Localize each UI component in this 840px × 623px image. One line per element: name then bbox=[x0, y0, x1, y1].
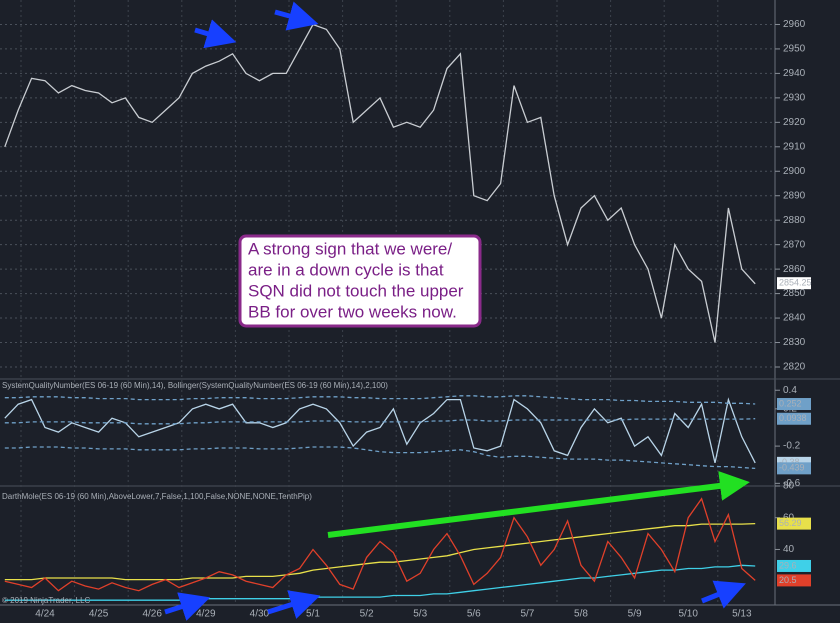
y-tick-label: 2860 bbox=[783, 264, 806, 275]
value-box: 0.0938 bbox=[777, 412, 811, 425]
value-box: 0.252 bbox=[777, 398, 811, 411]
value-box: 29.6 bbox=[777, 559, 811, 572]
annotation-line: are in a down cycle is that bbox=[248, 260, 444, 279]
x-tick-label: 4/29 bbox=[196, 609, 216, 620]
annotation-line: SQN did not touch the upper bbox=[248, 281, 464, 300]
trend-arrow bbox=[327, 470, 750, 538]
series-line bbox=[4, 564, 756, 601]
x-tick-label: 4/26 bbox=[142, 609, 162, 620]
panel-title: SystemQualityNumber(ES 06-19 (60 Min),14… bbox=[2, 381, 388, 390]
y-tick-label: 40 bbox=[783, 544, 795, 555]
value-box: 2854.25 bbox=[777, 277, 812, 290]
value-box: 20.5 bbox=[777, 574, 811, 587]
value-box-bg bbox=[777, 517, 811, 530]
annotation-frame bbox=[238, 234, 482, 328]
series-line bbox=[4, 418, 756, 425]
y-tick-label: 2870 bbox=[783, 239, 806, 250]
x-tick-label: 4/24 bbox=[35, 609, 55, 620]
arrows bbox=[164, 1, 746, 621]
y-tick-label: 2950 bbox=[783, 44, 806, 55]
y-tick-label: 2900 bbox=[783, 166, 806, 177]
annotation-box: A strong sign that we were/ are in a dow… bbox=[238, 234, 482, 328]
series-line bbox=[4, 397, 756, 464]
annotation-line: A strong sign that we were/ bbox=[248, 239, 452, 258]
arrow bbox=[267, 590, 321, 619]
panel-title: DarthMole(ES 06-19 (60 Min),AboveLower,7… bbox=[2, 492, 312, 501]
copyright: © 2019 NinjaTrader, LLC bbox=[2, 596, 91, 605]
y-tick-label: 2850 bbox=[783, 288, 806, 299]
y-tick-label: 2840 bbox=[783, 313, 806, 324]
y-tick-label: 2820 bbox=[783, 362, 806, 373]
y-tick-label: 2890 bbox=[783, 190, 806, 201]
value-box-bg bbox=[777, 412, 811, 425]
y-tick-label: -0.2 bbox=[783, 441, 801, 452]
value-box: 56.29 bbox=[777, 517, 811, 530]
arrow bbox=[274, 1, 319, 31]
value-box-label: 0.0938 bbox=[779, 413, 807, 423]
y-tick-label: 2920 bbox=[783, 117, 806, 128]
value-box-label: -0.38 bbox=[779, 457, 800, 467]
plots: 2820 2830 2840 2850 2860 2870 2880 2890 2900 2910… bbox=[0, 0, 812, 620]
value-box-bg bbox=[777, 574, 811, 587]
x-tick-label: 5/6 bbox=[467, 609, 481, 620]
y-tick-label: 80 bbox=[783, 481, 795, 492]
series-line bbox=[4, 395, 756, 405]
arrow bbox=[164, 592, 211, 621]
y-tick-label: 2910 bbox=[783, 141, 806, 152]
y-tick-label: 2930 bbox=[783, 93, 806, 104]
y-tick-label: 2960 bbox=[783, 19, 806, 30]
x-tick-label: 5/13 bbox=[732, 609, 752, 620]
value-box-bg bbox=[777, 277, 811, 290]
arrow bbox=[194, 19, 237, 49]
y-tick-label: -0.6 bbox=[783, 478, 801, 489]
value-box-bg bbox=[777, 462, 811, 475]
value-box-label: 20.5 bbox=[779, 575, 797, 585]
value-box-bg bbox=[777, 398, 811, 411]
x-tick-label: 5/7 bbox=[520, 609, 534, 620]
series-line bbox=[4, 522, 756, 581]
x-tick-label: 5/2 bbox=[360, 609, 374, 620]
y-tick-label: 0.4 bbox=[783, 385, 797, 396]
arrow bbox=[701, 580, 746, 609]
series-line bbox=[4, 23, 756, 343]
x-tick-label: 4/25 bbox=[89, 609, 109, 620]
x-tick-label: 5/3 bbox=[413, 609, 427, 620]
y-tick-label: 2830 bbox=[783, 337, 806, 348]
annotation-line: BB for over two weeks now. bbox=[248, 302, 457, 321]
value-box-bg bbox=[777, 559, 811, 572]
x-tick-label: 5/8 bbox=[574, 609, 588, 620]
x-tick-label: 5/1 bbox=[306, 609, 320, 620]
value-box-label: 2854.25 bbox=[779, 278, 812, 288]
x-tick-label: 5/10 bbox=[678, 609, 698, 620]
value-box: -0.439 bbox=[777, 462, 811, 475]
y-tick-label: 2940 bbox=[783, 68, 806, 79]
value-box-label: 29.6 bbox=[779, 560, 797, 570]
value-box-label: 56.29 bbox=[779, 518, 802, 528]
x-tick-label: 5/9 bbox=[628, 609, 642, 620]
x-tick-label: 4/30 bbox=[250, 609, 270, 620]
series-line bbox=[4, 497, 756, 592]
value-box-label: 0.252 bbox=[779, 398, 802, 408]
value-box-label: -0.439 bbox=[779, 463, 805, 473]
y-tick-label: 2880 bbox=[783, 215, 806, 226]
